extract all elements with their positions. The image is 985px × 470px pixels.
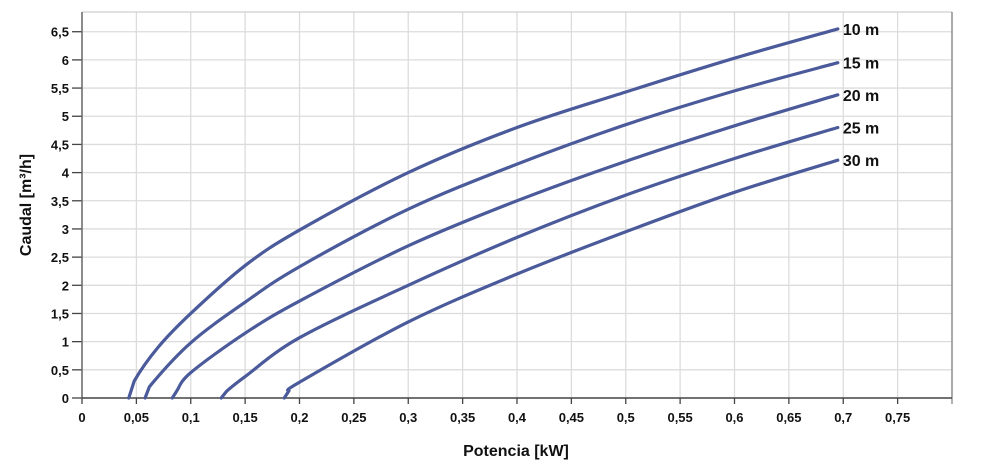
series-label: 20 m — [843, 88, 879, 105]
x-axis-label: Potencia [kW] — [463, 443, 569, 460]
y-tick-label: 1 — [62, 335, 69, 350]
x-tick-label: 0,45 — [559, 410, 584, 425]
x-tick-label: 0,65 — [776, 410, 801, 425]
series-line-30m — [282, 158, 840, 400]
y-tick-label: 4 — [62, 166, 70, 181]
y-tick-label: 2,5 — [51, 250, 69, 265]
y-tick-label: 3,5 — [51, 194, 69, 209]
y-tick-label: 5 — [62, 109, 69, 124]
x-tick-label: 0,7 — [834, 410, 852, 425]
grid — [82, 11, 953, 398]
x-tick-label: 0,55 — [667, 410, 692, 425]
y-tick-label: 1,5 — [51, 306, 69, 321]
y-axis-label: Caudal [m³/h] — [18, 154, 35, 256]
x-tick-label: 0,05 — [124, 410, 149, 425]
series-line-25m — [219, 125, 840, 400]
y-tick-label: 4,5 — [51, 137, 69, 152]
x-tick-label: 0,1 — [182, 410, 200, 425]
y-tick-label: 3 — [62, 222, 69, 237]
x-tick-label: 0,6 — [725, 410, 743, 425]
x-tick-label: 0,4 — [508, 410, 527, 425]
series-label: 30 m — [843, 153, 879, 170]
x-tick-label: 0,2 — [290, 410, 308, 425]
series-line-10m — [127, 27, 840, 400]
axes: 0 0,05 0,1 0,15 0,2 0,25 0,3 0,35 0,4 0,45 0,5 0,55… — [51, 12, 953, 425]
series-label: 10 m — [843, 22, 879, 39]
x-tick-label: 0,15 — [232, 410, 257, 425]
x-tick-label: 0,3 — [399, 410, 417, 425]
y-tick-label: 5,5 — [51, 81, 69, 96]
x-tick-label: 0,75 — [885, 410, 910, 425]
series-line-15m — [143, 61, 840, 400]
y-tick-label: 6 — [62, 53, 69, 68]
series-line-20m — [170, 93, 840, 400]
y-tick-label: 0,5 — [51, 363, 69, 378]
series-label: 15 m — [843, 56, 879, 73]
y-tick-label: 6,5 — [51, 25, 69, 40]
x-tick-label: 0,5 — [617, 410, 635, 425]
series-label: 25 m — [843, 121, 879, 138]
series-lines: 10 m 15 m 20 m 25 m 30 m — [127, 22, 879, 400]
y-tick-label: 2 — [62, 278, 69, 293]
x-tick-label: 0,35 — [450, 410, 475, 425]
x-tick-label: 0,25 — [341, 410, 366, 425]
x-tick-label: 0 — [78, 410, 85, 425]
y-tick-label: 0 — [62, 391, 69, 406]
